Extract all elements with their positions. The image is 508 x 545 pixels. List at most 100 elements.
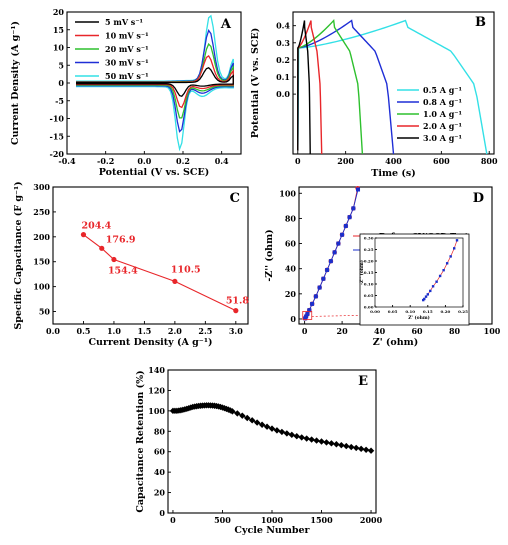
data-label: 154.4 [108, 266, 138, 277]
data-point [343, 223, 348, 228]
legend-label: 50 mV s⁻¹ [105, 71, 149, 81]
data-point [278, 428, 286, 436]
data-point [313, 437, 320, 444]
x-axis-label: Current Density (A g⁻¹) [89, 337, 213, 348]
inset-y-tick-label: 0.10 [364, 282, 374, 287]
y-axis-label: Current Density (A g⁻¹) [10, 21, 21, 145]
legend-label: 30 mV s⁻¹ [105, 58, 149, 68]
x-tick-label: 0.0 [46, 326, 60, 336]
x-tick-label: 800 [481, 156, 498, 166]
data-point [234, 410, 241, 417]
capacitance-line [83, 234, 237, 312]
inset-point [453, 247, 456, 250]
x-tick-label: 1500 [310, 515, 333, 525]
data-point [352, 444, 360, 452]
panel-letter: D [473, 191, 484, 206]
inset-x-tick-label: 0.25 [458, 309, 468, 314]
inset-y-tick-label: 0.05 [364, 293, 374, 298]
y-tick-label: 50 [39, 307, 51, 317]
y-tick-label: 0.2 [276, 55, 290, 65]
data-point [332, 250, 337, 255]
data-point [338, 441, 345, 449]
data-point [362, 446, 370, 453]
y-axis-label: Potential (V vs. SCE) [250, 28, 261, 138]
inset-x-tick-label: 0.15 [423, 309, 433, 314]
data-point [313, 294, 318, 299]
y-tick-label: 0.1 [276, 72, 290, 82]
data-point [308, 436, 315, 443]
inset-x-tick-label: 0.00 [370, 309, 380, 314]
data-point [328, 259, 333, 264]
y-tick-label: 10 [53, 43, 65, 53]
x-tick-label: 0.2 [176, 156, 190, 166]
x-tick-label: 200 [337, 156, 354, 166]
panel-letter: E [358, 374, 368, 389]
data-point [273, 427, 281, 434]
data-point [325, 267, 330, 272]
x-tick-label: 1.5 [137, 326, 151, 336]
y-tick-label: 0.0 [276, 89, 290, 99]
inset-x-tick-label: 0.10 [405, 309, 415, 314]
data-point [318, 438, 325, 445]
y-tick-label: 150 [33, 257, 50, 267]
y-tick-label: 15 [53, 25, 64, 35]
inset-y-tick-label: 0.00 [364, 305, 374, 310]
inset-point [455, 239, 459, 242]
legend-label: 10 mV s⁻¹ [105, 31, 149, 41]
inset-x-tick-label: 0.20 [441, 309, 451, 314]
data-point [367, 447, 375, 454]
gcd-curve [297, 20, 311, 155]
inset-y-axis-label: -Z'' (ohm) [358, 260, 365, 285]
y-axis-label: -Z'' (ohm) [264, 229, 275, 281]
nyquist-line [304, 188, 359, 319]
y-tick-label: 140 [148, 365, 165, 375]
x-tick-label: -0.2 [97, 156, 114, 166]
y-tick-label: 0 [159, 508, 165, 518]
data-label: 110.5 [171, 264, 201, 275]
inset-point [438, 274, 442, 278]
data-point [303, 435, 310, 442]
panel-c: 0.0 0.5 1.0 1.5 2.0 2.5 3.0 50 100 150 200 250 300 Cu… [13, 181, 249, 348]
y-tick-label: 0.4 [276, 21, 290, 31]
y-tick-label: 300 [33, 182, 50, 192]
data-point [288, 431, 296, 439]
inset-point [431, 285, 435, 288]
cv-curve [76, 67, 234, 97]
legend-label: 0.8 A g⁻¹ [423, 97, 462, 107]
x-axis-label: Time (s) [371, 168, 415, 179]
y-axis-label: Specific Capacitance (F g⁻¹) [13, 181, 24, 329]
y-tick-label: 40 [285, 264, 297, 274]
data-point [258, 421, 266, 428]
x-tick-label: 40 [374, 326, 386, 336]
gcd-curve [297, 19, 395, 155]
x-axis-label: Cycle Number [234, 525, 310, 536]
legend-label: 5 mV s⁻¹ [105, 17, 143, 27]
inset-x-tick-label: 0.05 [388, 309, 398, 314]
y-tick-label: 20 [285, 289, 297, 299]
y-tick-label: 80 [154, 426, 166, 436]
x-tick-label: 0.4 [215, 156, 229, 166]
data-point [293, 432, 300, 440]
data-point [99, 245, 105, 251]
y-tick-label: 200 [33, 232, 50, 242]
inset-y-tick-label: 0.15 [364, 270, 374, 275]
inset-frame-outer [359, 233, 470, 326]
plot-frame [167, 369, 377, 514]
data-point [111, 256, 117, 263]
nyquist-line [304, 189, 359, 319]
y-tick-label: -10 [50, 114, 65, 124]
x-tick-label: 400 [385, 156, 402, 166]
data-point [229, 408, 236, 415]
data-point [239, 412, 246, 419]
y-tick-label: 20 [53, 7, 65, 17]
data-point [80, 232, 87, 238]
x-tick-label: 1000 [261, 515, 284, 525]
x-tick-label: 20 [337, 326, 349, 336]
y-tick-label: 100 [148, 406, 165, 416]
inset-point [429, 289, 432, 293]
legend-label: 3.0 A g⁻¹ [423, 133, 462, 143]
y-tick-label: -15 [50, 131, 64, 141]
data-point [323, 439, 330, 446]
y-tick-label: 60 [285, 239, 297, 249]
data-point [348, 443, 355, 451]
